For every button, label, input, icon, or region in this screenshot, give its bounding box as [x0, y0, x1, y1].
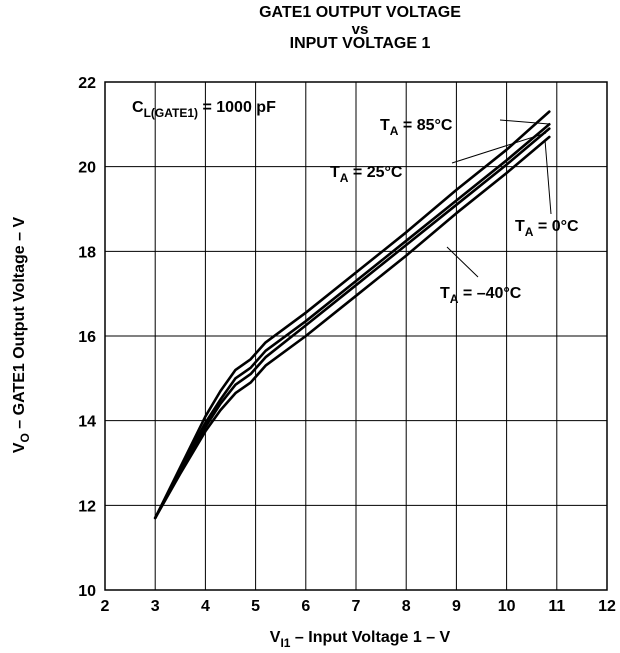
x-tick-label: 7 — [352, 598, 361, 615]
x-tick-label: 5 — [251, 598, 260, 615]
chart-title-vs: vs — [351, 21, 369, 38]
x-tick-label: 12 — [598, 598, 616, 615]
x-tick-label: 8 — [402, 598, 411, 615]
x-axis-label: VI1 – Input Voltage 1 – V — [270, 629, 451, 650]
x-tick-label: 3 — [151, 598, 160, 615]
chart-subtitle: INPUT VOLTAGE 1 — [289, 35, 431, 52]
x-tick-label: 4 — [201, 598, 210, 615]
plot-frame — [104, 81, 608, 591]
y-tick-label: 12 — [78, 498, 96, 515]
series-line-3 — [153, 135, 551, 520]
leader-0c — [544, 139, 552, 215]
y-tick-label: 22 — [78, 75, 96, 92]
label-leader-lines — [446, 119, 552, 278]
series-line-2 — [153, 127, 551, 520]
series-label-minus40c: TA = –40°C — [440, 285, 522, 306]
x-tick-label: 6 — [301, 598, 310, 615]
x-tick-label: 9 — [452, 598, 461, 615]
series-label-0c: TA = 0°C — [515, 218, 579, 239]
grid-lines — [105, 82, 607, 590]
x-tick-label: 10 — [498, 598, 516, 615]
series-lines — [153, 110, 551, 520]
condition-label: CL(GATE1) = 1000 pF — [132, 99, 276, 120]
leader-25c — [451, 132, 547, 164]
y-tick-label: 14 — [78, 414, 96, 431]
leader-minus40c — [446, 246, 479, 278]
x-tick-label: 11 — [548, 598, 565, 615]
y-tick-label: 18 — [78, 244, 96, 261]
series-label-85c: TA = 85°C — [380, 117, 453, 138]
x-tick-label: 2 — [101, 598, 110, 615]
y-tick-label: 10 — [78, 583, 96, 600]
y-tick-label: 20 — [78, 160, 96, 177]
series-label-25c: TA = 25°C — [330, 164, 403, 185]
y-tick-label: 16 — [78, 329, 96, 346]
series-line-0 — [153, 110, 551, 520]
chart-title: GATE1 OUTPUT VOLTAGE — [259, 4, 461, 21]
leader-85c — [499, 119, 550, 125]
tick-labels: 2 3 4 5 6 7 8 9 10 11 12 10 12 14 16 18 20 22 — [78, 75, 616, 615]
series-line-1 — [153, 123, 551, 520]
y-axis-label: VO – GATE1 Output Voltage – V — [11, 217, 32, 454]
